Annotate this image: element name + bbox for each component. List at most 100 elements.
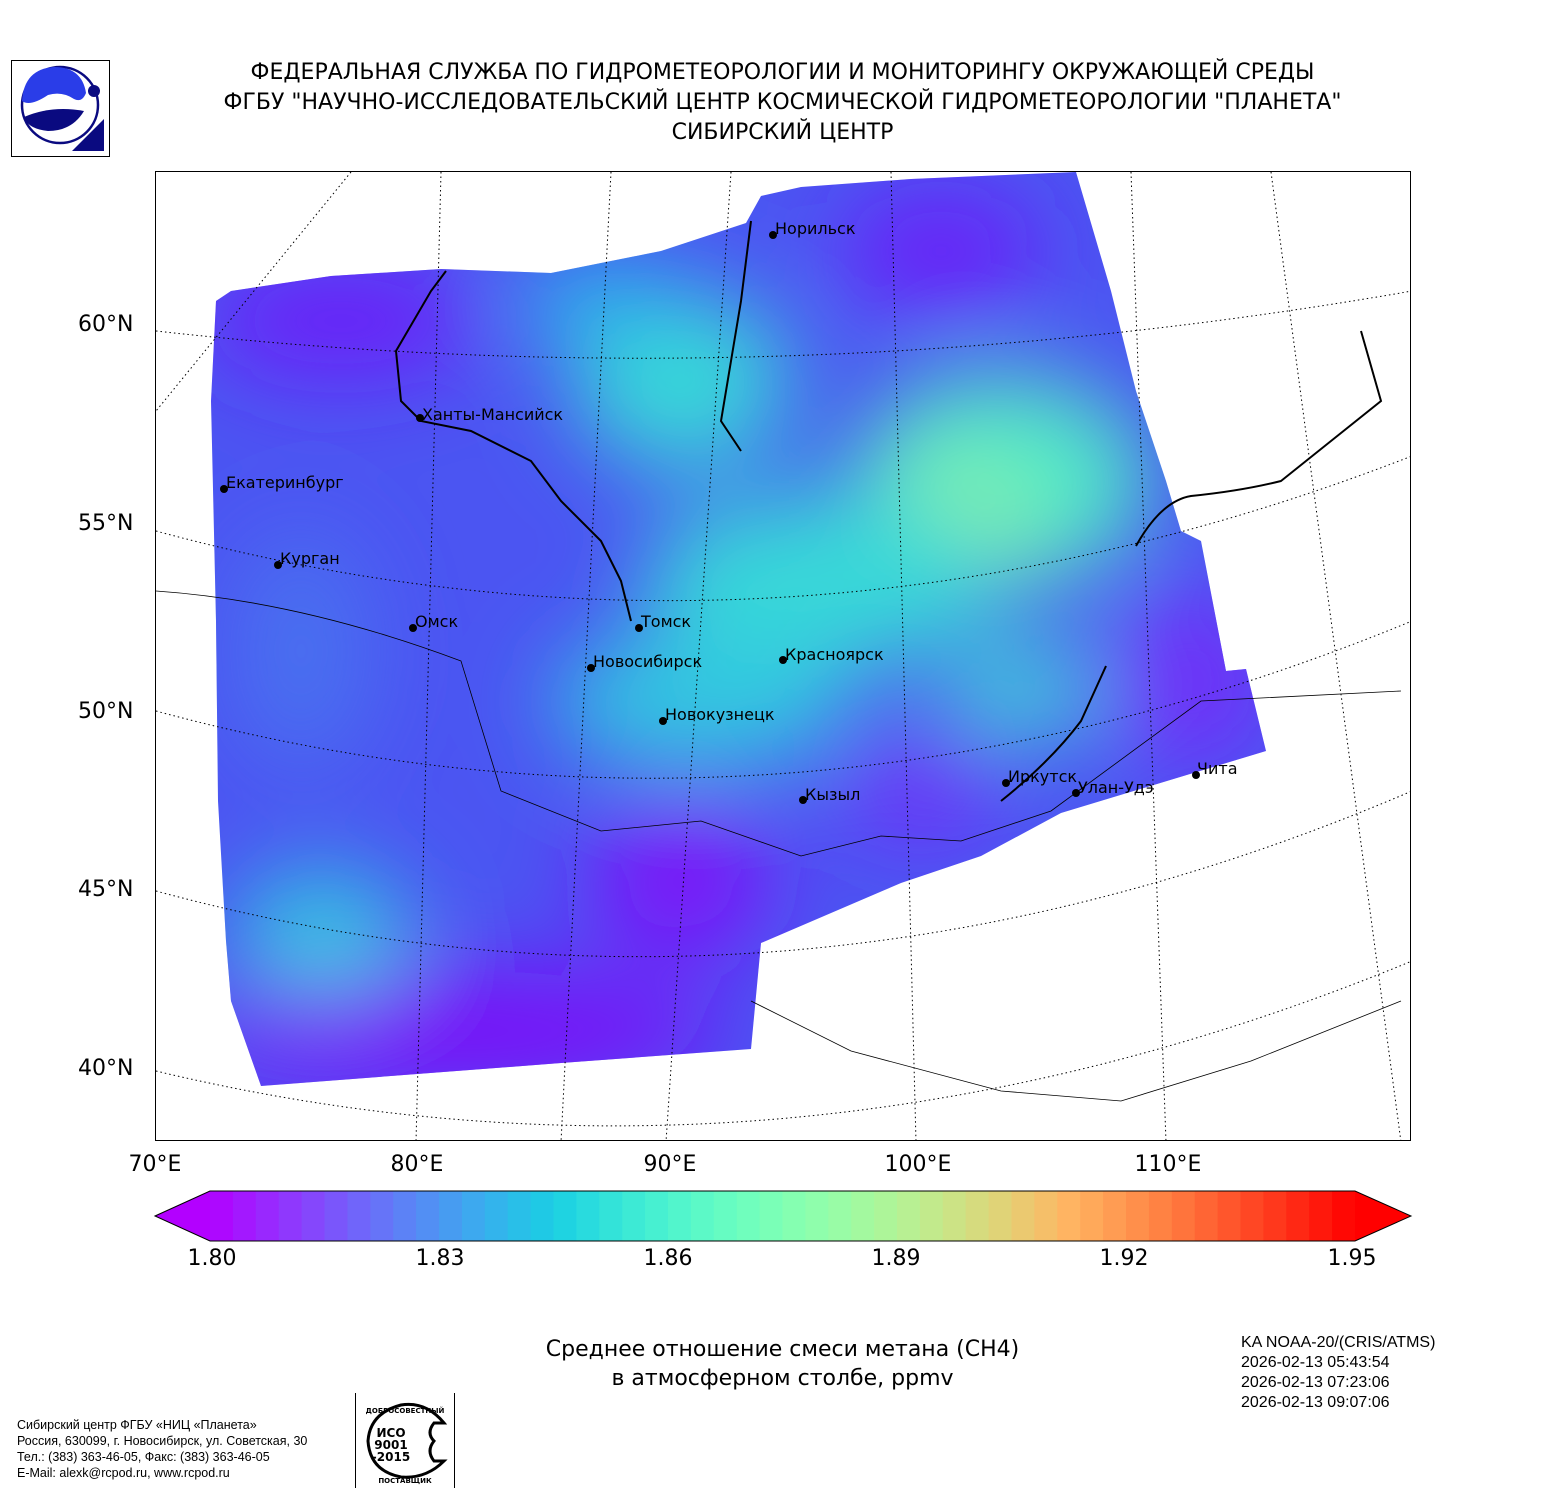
borders <box>156 590 1402 1102</box>
city-label: Кызыл <box>805 785 861 804</box>
city-label: Красноярск <box>785 645 884 664</box>
colorbar-segment <box>645 1191 669 1241</box>
colorbar-segment <box>828 1191 852 1241</box>
city-label: Екатеринбург <box>226 473 344 492</box>
colorbar-segment <box>1286 1191 1310 1241</box>
colorbar-segment <box>690 1191 715 1241</box>
colorbar-segment <box>1240 1191 1264 1241</box>
colorbar-tick: 1.80 <box>187 1246 237 1271</box>
lat-label: 60°N <box>78 312 134 337</box>
pass-time: 2026-02-13 07:23:06 <box>1241 1374 1390 1391</box>
address: Россия, 630099, г. Новосибирск, ул. Сове… <box>17 1434 308 1448</box>
colorbar-extend-low <box>155 1191 210 1241</box>
colorbar-segment <box>1148 1191 1173 1241</box>
colorbar-segment <box>988 1191 1013 1241</box>
colorbar-segment <box>713 1191 738 1241</box>
city-label: Ханты-Мансийск <box>422 405 564 424</box>
caption: Среднее отношение смеси метана (CH4) в а… <box>400 1335 1165 1393</box>
colorbar-segment <box>255 1191 280 1241</box>
agency-logo <box>11 60 110 157</box>
city-label: Новосибирск <box>593 652 703 671</box>
colorbar-segment <box>1217 1191 1242 1241</box>
colorbar-segment <box>1194 1191 1219 1241</box>
colorbar-segment <box>1126 1191 1150 1241</box>
rivers <box>394 220 1383 802</box>
svg-text:9001: 9001 <box>374 1438 407 1452</box>
colorbar-segment <box>736 1191 761 1241</box>
lon-label: 70°E <box>128 1152 182 1177</box>
caption-line-1: Среднее отношение смеси метана (CH4) <box>545 1337 1020 1362</box>
org-name: Сибирский центр ФГБУ «НИЦ «Планета» <box>17 1418 257 1432</box>
colorbar-segment <box>1080 1191 1104 1241</box>
email: E-Mail: alexk@rcpod.ru, www.rcpod.ru <box>17 1466 230 1480</box>
colorbar-tick: 1.83 <box>415 1246 465 1271</box>
colorbar-tick: 1.89 <box>871 1246 921 1271</box>
city-label: Чита <box>1197 759 1238 778</box>
colorbar-segment <box>1263 1191 1287 1241</box>
lat-label: 50°N <box>78 699 134 724</box>
colorbar-tick: 1.86 <box>643 1246 693 1271</box>
lon-label: 80°E <box>390 1152 444 1177</box>
colorbar-outline <box>153 1190 1413 1242</box>
colorbar-segment <box>439 1191 463 1241</box>
colorbar-segment <box>622 1191 646 1241</box>
city-label: Новокузнецк <box>665 705 775 724</box>
caption-line-2: в атмосферном столбе, ppmv <box>611 1366 954 1391</box>
header-line-1: ФЕДЕРАЛЬНАЯ СЛУЖБА ПО ГИДРОМЕТЕОРОЛОГИИ … <box>250 60 1315 85</box>
colorbar-segment <box>393 1191 417 1241</box>
colorbar-segment <box>942 1191 967 1241</box>
colorbar-segment <box>1332 1191 1356 1241</box>
colorbar-tick: 1.92 <box>1099 1246 1149 1271</box>
colorbar <box>153 1190 1413 1242</box>
colorbar-segment <box>1171 1191 1196 1241</box>
graticule <box>156 172 1410 1140</box>
city-label: Томск <box>641 612 692 631</box>
colorbar-segment <box>668 1191 692 1241</box>
colorbar-segment <box>874 1191 898 1241</box>
iso-badge: ДОБРОСОВЕСТНЫЙ ИСО 9001 -2015 ПОСТАВЩИК <box>355 1393 455 1488</box>
colorbar-segment <box>805 1191 829 1241</box>
colorbar-extend-high <box>1355 1191 1411 1241</box>
colorbar-segment <box>1011 1191 1035 1241</box>
colorbar-segment <box>324 1191 348 1241</box>
lat-label: 40°N <box>78 1056 134 1081</box>
colorbar-segment <box>1309 1191 1333 1241</box>
pass-time: 2026-02-13 09:07:06 <box>1241 1394 1390 1411</box>
colorbar-segment <box>965 1191 990 1241</box>
lat-label: 55°N <box>78 511 134 536</box>
colorbar-segment <box>370 1191 394 1241</box>
colorbar-segment <box>553 1191 577 1241</box>
colorbar-segment <box>897 1191 921 1241</box>
colorbar-segment <box>278 1191 303 1241</box>
colorbar-segment <box>782 1191 806 1241</box>
colorbar-segment <box>530 1191 555 1241</box>
colorbar-segment <box>599 1191 623 1241</box>
phone: Тел.: (383) 363-46-05, Факс: (383) 363-4… <box>17 1450 270 1464</box>
city-label: Улан-Удэ <box>1078 778 1154 797</box>
satellite-info: KA NOAA-20/(CRIS/ATMS) 2026-02-13 05:43:… <box>1241 1333 1435 1413</box>
city-label: Омск <box>415 612 459 631</box>
colorbar-segment <box>461 1191 486 1241</box>
lon-label: 110°E <box>1134 1152 1202 1177</box>
colorbar-segment <box>576 1191 600 1241</box>
colorbar-tick: 1.95 <box>1327 1246 1377 1271</box>
colorbar-segment <box>759 1191 784 1241</box>
colorbar-segment <box>347 1191 371 1241</box>
colorbar-segment <box>1103 1191 1127 1241</box>
colorbar-segment <box>210 1191 234 1241</box>
colorbar-segment <box>232 1191 257 1241</box>
pass-time: 2026-02-13 05:43:54 <box>1241 1354 1390 1371</box>
svg-text:ПОСТАВЩИК: ПОСТАВЩИК <box>378 1477 432 1485</box>
colorbar-segment <box>851 1191 875 1241</box>
satellite-name: KA NOAA-20/(CRIS/ATMS) <box>1241 1334 1436 1351</box>
svg-text:ИСО: ИСО <box>376 1426 405 1440</box>
header: ФЕДЕРАЛЬНАЯ СЛУЖБА ПО ГИДРОМЕТЕОРОЛОГИИ … <box>0 58 1550 148</box>
map-frame <box>155 171 1411 1141</box>
header-line-2: ФГБУ "НАУЧНО-ИССЛЕДОВАТЕЛЬСКИЙ ЦЕНТР КОС… <box>223 90 1342 115</box>
contact-info: Сибирский центр ФГБУ «НИЦ «Планета» Росс… <box>17 1417 307 1481</box>
methane-map <box>156 172 1410 1140</box>
colorbar-segment <box>416 1191 440 1241</box>
colorbar-segment <box>507 1191 532 1241</box>
lat-label: 45°N <box>78 877 134 902</box>
city-label: Курган <box>280 549 340 568</box>
